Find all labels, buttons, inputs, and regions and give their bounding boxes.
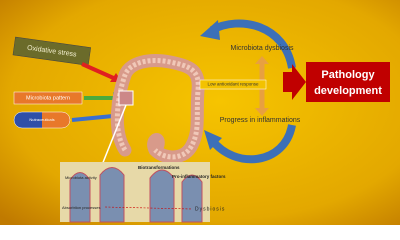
arrow [71,114,114,122]
cycle-middle: Low antioxidant response [207,82,259,87]
cycle-bottom: Progress in inflammations [220,117,301,124]
outcome-line: development [314,85,382,97]
dashed-arrow [104,206,193,210]
diagram: Oxidative stress Microbiota pattern Nutr… [0,0,400,225]
arrow-head [255,56,269,64]
outcome-line: Pathology [321,69,375,81]
cycle-top: Microbiota dysbiosis [230,45,294,52]
middle-box [199,79,267,90]
outcome-arrow [283,64,306,100]
cycle-arrow [208,124,296,164]
label: Pro-inflammatory factors [172,174,226,179]
label: Nutraceuticals [29,117,54,122]
label: Microbiota pattern [26,95,70,101]
colon-folds [114,58,201,160]
zoom-box [118,90,134,106]
arrow-head [204,130,222,150]
microbiota-box [13,91,83,105]
page: Oxidative stress Microbiota pattern Nutr… [0,0,400,225]
cycle-arrow [210,19,296,69]
label: Biotransformations [138,165,180,170]
pill [13,111,71,129]
arrow [81,62,119,82]
arrow-head [200,20,220,40]
oxidative-box: Oxidative stress [12,36,92,66]
villi [69,167,203,223]
label: Dysbiosis [195,206,225,212]
label: Absorbtion processes [62,205,100,210]
label: Microbiota activity [65,175,97,180]
outcome-box [306,62,390,102]
arrow-head [255,108,269,116]
